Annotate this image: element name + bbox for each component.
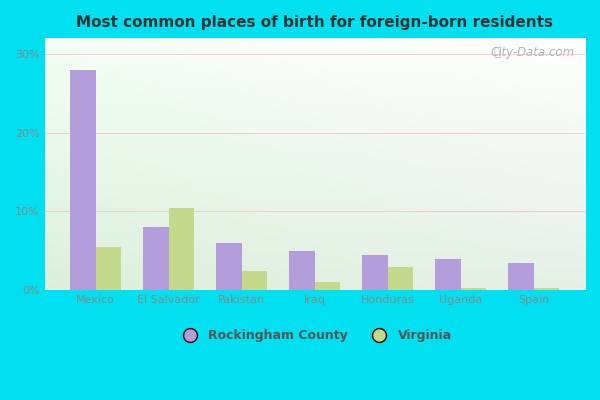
- Bar: [169, 208, 194, 290]
- Bar: [315, 282, 340, 290]
- Legend: Rockingham County, Virginia: Rockingham County, Virginia: [172, 324, 457, 347]
- Title: Most common places of birth for foreign-born residents: Most common places of birth for foreign-…: [76, 15, 553, 30]
- Bar: [216, 243, 242, 290]
- Bar: [435, 259, 461, 290]
- Bar: [508, 263, 534, 290]
- Bar: [534, 288, 559, 290]
- Bar: [388, 267, 413, 290]
- Bar: [96, 247, 121, 290]
- Bar: [242, 270, 268, 290]
- Bar: [362, 255, 388, 290]
- Bar: [143, 227, 169, 290]
- Bar: [70, 70, 96, 290]
- Text: Ⓜ: Ⓜ: [494, 46, 501, 59]
- Bar: [289, 251, 315, 290]
- Text: City-Data.com: City-Data.com: [490, 46, 574, 59]
- Bar: [461, 288, 487, 290]
